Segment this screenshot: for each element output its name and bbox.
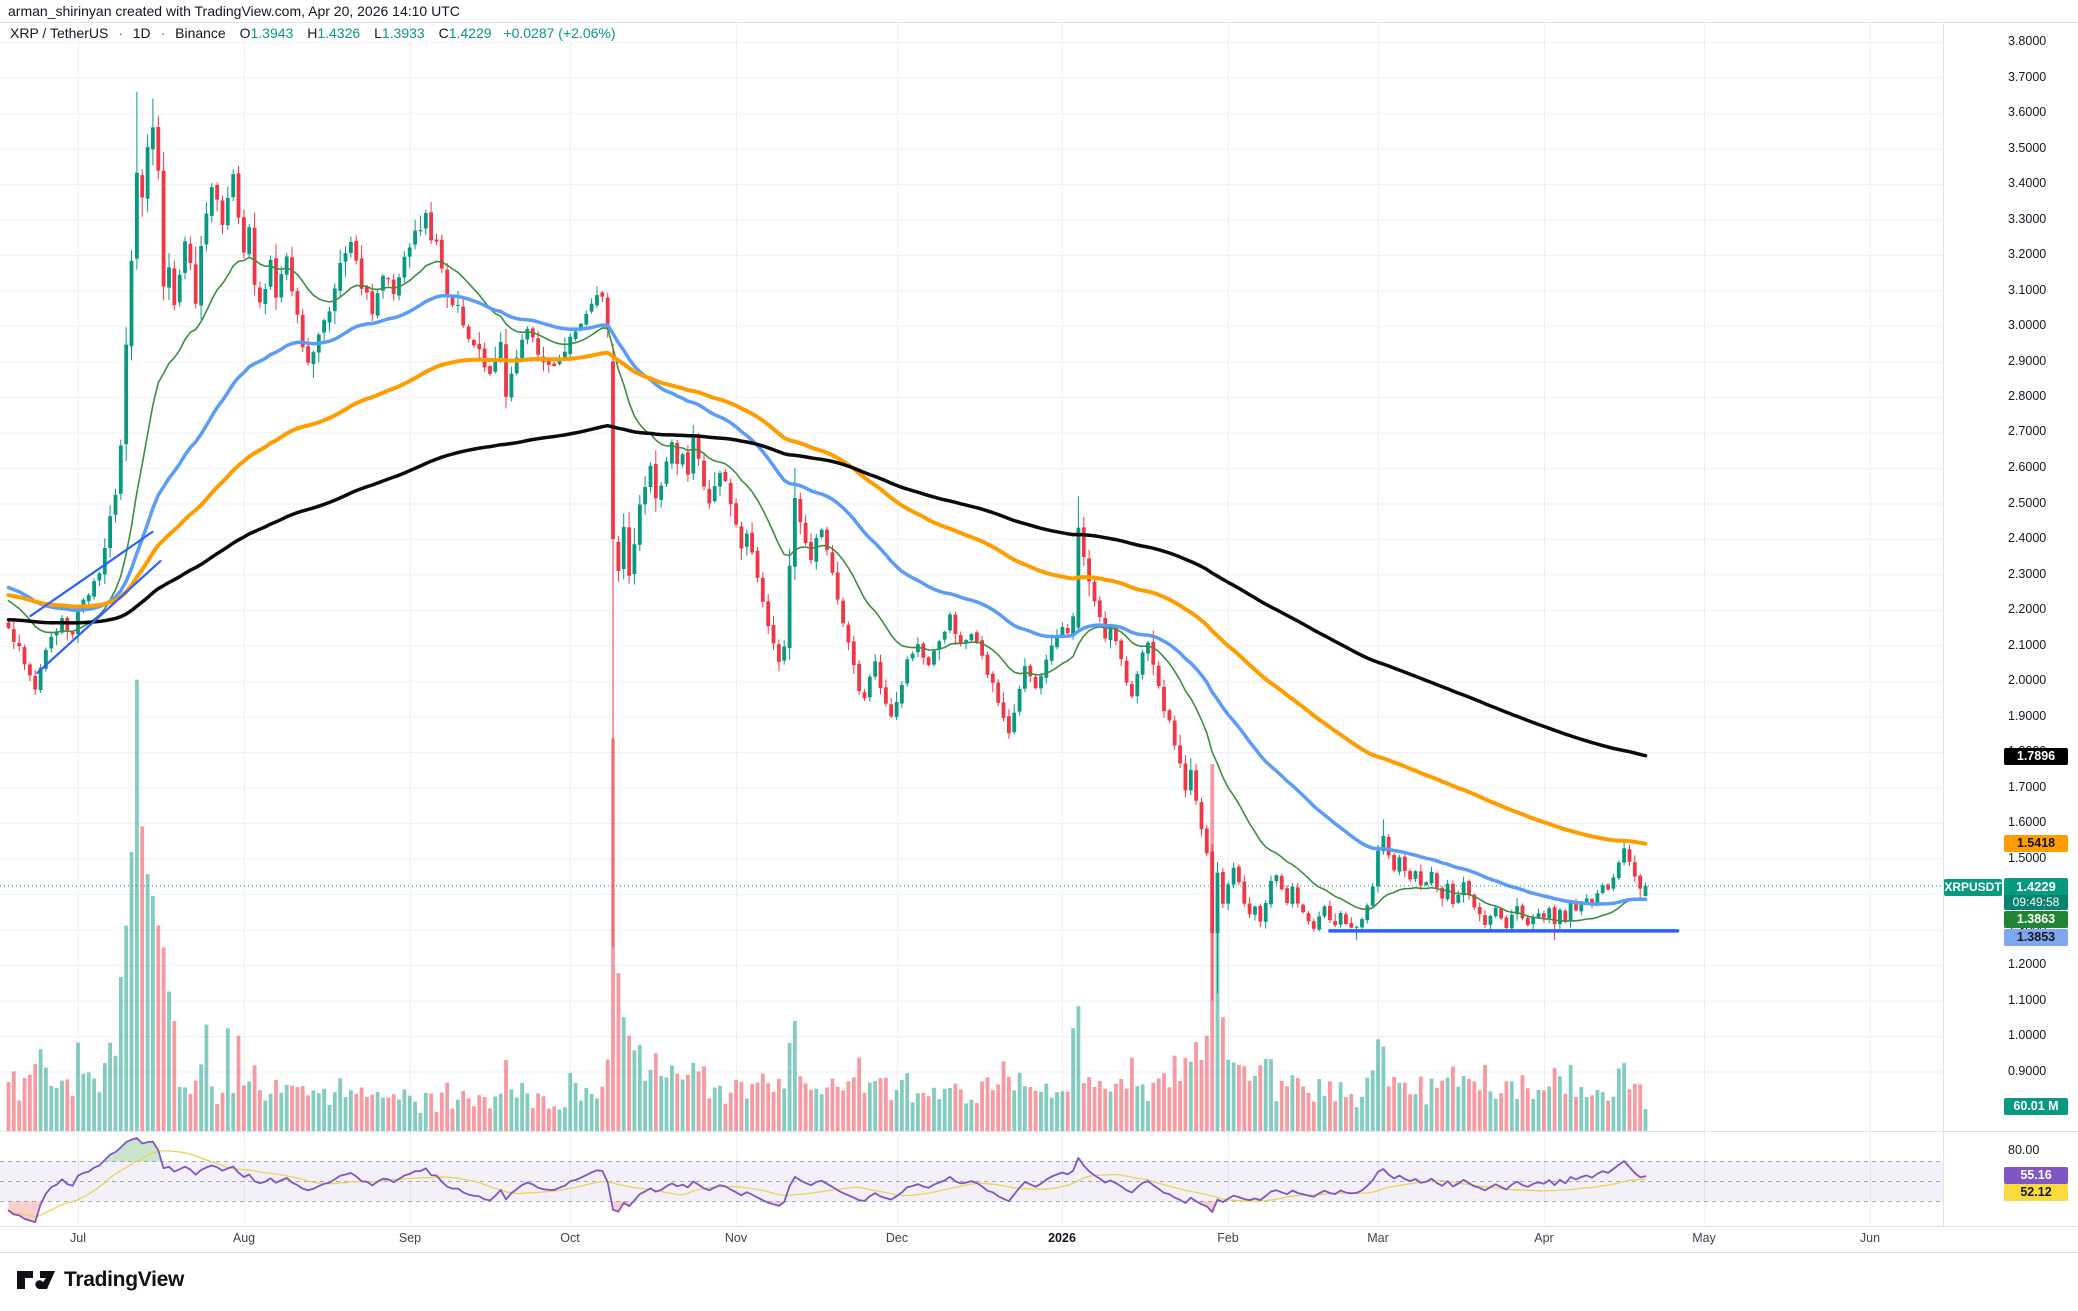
pane-top-border xyxy=(0,22,2078,23)
price-tick-label: 3.1000 xyxy=(2008,283,2047,297)
tradingview-logo-icon xyxy=(17,1271,55,1289)
price-tick-label: 2.6000 xyxy=(2008,460,2047,474)
time-axis-label-sep[interactable]: Sep xyxy=(398,1231,422,1245)
legend-open-label: O xyxy=(239,25,251,41)
tradingview-logo-text: TradingView xyxy=(64,1268,185,1291)
legend-separator: · xyxy=(160,25,166,41)
legend-low-value: 1.3933 xyxy=(381,25,425,41)
attribution-text: arman_shirinyan created with TradingView… xyxy=(8,3,460,19)
legend-low-label: L xyxy=(374,25,382,41)
time-axis-label-nov[interactable]: Nov xyxy=(724,1231,748,1245)
price-tick-label: 2.9000 xyxy=(2008,354,2047,368)
price-tick-label: 1.6000 xyxy=(2008,815,2047,829)
time-axis-label-mar[interactable]: Mar xyxy=(1367,1231,1389,1245)
price-tick-label: 3.4000 xyxy=(2008,176,2047,190)
legend-change: +0.0287 (+2.06%) xyxy=(503,25,616,41)
rsi-ma-line[interactable] xyxy=(7,1150,1647,1218)
price-tick-label: 3.8000 xyxy=(2008,34,2047,48)
price-tick-label: 0.9000 xyxy=(2008,1064,2047,1078)
price-tick-label: 3.6000 xyxy=(2008,105,2047,119)
symbol-price-tag: XRPUSDT xyxy=(1944,879,2002,896)
price-tick-label: 3.2000 xyxy=(2008,247,2047,261)
legend-close-label: C xyxy=(438,25,449,41)
rsi-value-label: 55.16 xyxy=(2004,1167,2068,1184)
price-tick-label: 1.1000 xyxy=(2008,993,2047,1007)
time-axis-label-jun[interactable]: Jun xyxy=(1859,1231,1881,1245)
price-tick-label: 1.9000 xyxy=(2008,709,2047,723)
price-tick-label: 2.3000 xyxy=(2008,567,2047,581)
time-axis-label-jul[interactable]: Jul xyxy=(70,1231,86,1245)
ma100-price-label: 1.5418 xyxy=(2004,835,2068,852)
rsi-pane xyxy=(0,1137,1943,1223)
time-axis[interactable] xyxy=(0,1226,2078,1253)
price-tick-label: 2.4000 xyxy=(2008,531,2047,545)
legend-exchange: Binance xyxy=(175,25,226,41)
last-price-label: 1.4229 09:49:58 xyxy=(2004,878,2068,910)
time-axis-label-oct[interactable]: Oct xyxy=(560,1231,580,1245)
price-tick-label: 2.7000 xyxy=(2008,424,2047,438)
price-tick-label: 2.8000 xyxy=(2008,389,2047,403)
time-axis-label-may[interactable]: May xyxy=(1692,1231,1716,1245)
volume-value-label: 60.01 M xyxy=(2004,1098,2068,1115)
legend-open-value: 1.3943 xyxy=(250,25,294,41)
price-tick-label: 1.0000 xyxy=(2008,1028,2047,1042)
rsi-line[interactable] xyxy=(7,1137,1647,1223)
legend-high-value: 1.4326 xyxy=(317,25,361,41)
price-tick-label: 2.0000 xyxy=(2008,673,2047,687)
ema-50-line[interactable] xyxy=(6,293,1648,906)
ma50-price-label: 1.3853 xyxy=(2004,929,2068,946)
ema-20-line[interactable] xyxy=(7,256,1647,923)
time-axis-label-aug[interactable]: Aug xyxy=(232,1231,256,1245)
price-tick-label: 1.7000 xyxy=(2008,780,2047,794)
price-axis[interactable] xyxy=(1943,22,2078,1226)
price-tick-label: 3.3000 xyxy=(2008,212,2047,226)
last-price-value: 1.4229 xyxy=(2016,879,2056,894)
time-axis-label-feb[interactable]: Feb xyxy=(1217,1231,1239,1245)
bar-countdown: 09:49:58 xyxy=(2004,895,2068,910)
price-tick-label: 1.2000 xyxy=(2008,957,2047,971)
time-axis-label-apr[interactable]: Apr xyxy=(1534,1231,1554,1245)
ohlc-legend[interactable]: XRP / TetherUS · 1D · Binance O1.3943 H1… xyxy=(10,25,616,41)
ma200-price-label: 1.7896 xyxy=(2004,748,2068,765)
ema-100-line[interactable] xyxy=(6,350,1648,846)
time-axis-label-dec[interactable]: Dec xyxy=(885,1231,909,1245)
legend-interval: 1D xyxy=(132,25,151,41)
price-tick-label: 3.0000 xyxy=(2008,318,2047,332)
price-tick-label: 3.5000 xyxy=(2008,141,2047,155)
time-axis-label-2026[interactable]: 2026 xyxy=(1048,1231,1076,1245)
chart-plot-area[interactable] xyxy=(0,22,1943,1226)
legend-high-label: H xyxy=(307,25,318,41)
legend-separator: · xyxy=(118,25,123,41)
ma20-price-label: 1.3863 xyxy=(2004,911,2068,928)
trendline-channel-lower[interactable] xyxy=(36,559,162,674)
trendline-channel-upper[interactable] xyxy=(29,530,154,618)
volume-bars-layer xyxy=(6,679,1648,1132)
tradingview-logo[interactable]: TradingView xyxy=(16,1268,184,1292)
price-tick-label: 2.2000 xyxy=(2008,602,2047,616)
price-tick-label: 2.1000 xyxy=(2008,638,2047,652)
ema-200-line[interactable] xyxy=(6,423,1648,758)
price-tick-label: 1.5000 xyxy=(2008,851,2047,865)
legend-close-value: 1.4229 xyxy=(448,25,492,41)
price-tick-label: 2.5000 xyxy=(2008,496,2047,510)
price-tick-label: 3.7000 xyxy=(2008,70,2047,84)
rsi-tick-80: 80.00 xyxy=(2008,1143,2040,1157)
legend-symbol: XRP / TetherUS xyxy=(10,25,109,41)
rsi-ma-value-label: 52.12 xyxy=(2004,1184,2068,1201)
volume-rsi-separator xyxy=(0,1131,2078,1132)
